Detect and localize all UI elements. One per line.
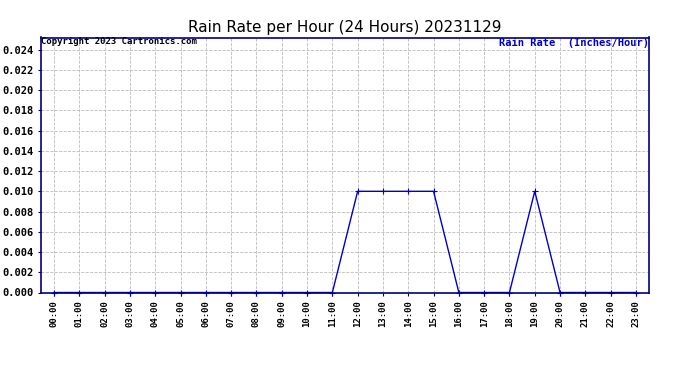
Text: Copyright 2023 Cartronics.com: Copyright 2023 Cartronics.com [41,38,197,46]
Text: Rain Rate  (Inches/Hour): Rain Rate (Inches/Hour) [499,38,649,48]
Title: Rain Rate per Hour (24 Hours) 20231129: Rain Rate per Hour (24 Hours) 20231129 [188,20,502,35]
